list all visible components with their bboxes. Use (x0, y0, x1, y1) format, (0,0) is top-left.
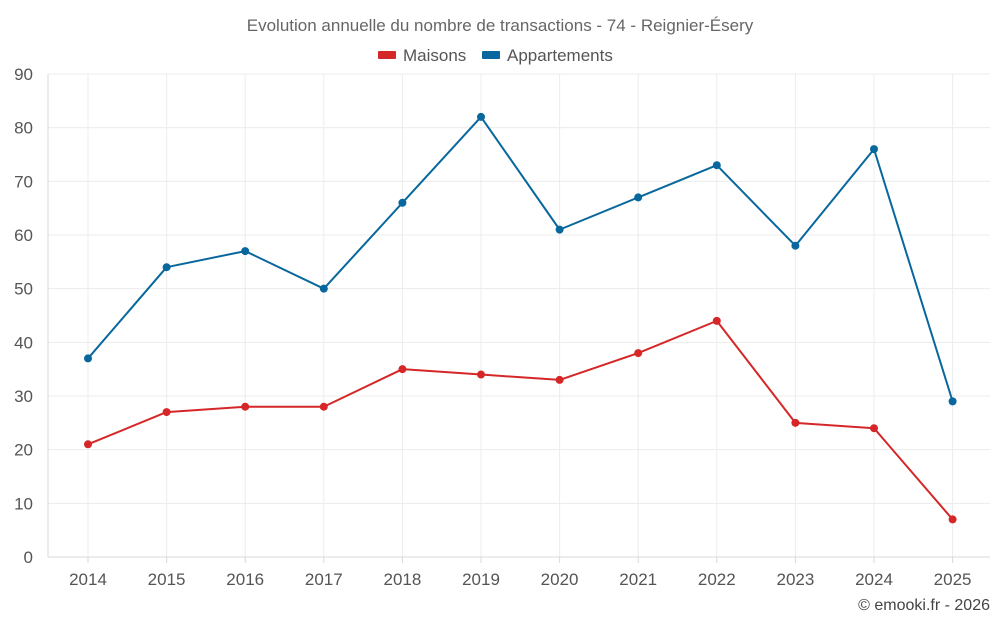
data-point-appartements (319, 284, 328, 293)
x-tick-label: 2014 (69, 570, 107, 589)
y-tick-label: 40 (14, 333, 33, 352)
series-line-appartements (87, 115, 954, 402)
data-point-maisons (712, 316, 721, 325)
axes (47, 74, 990, 563)
x-tick-label: 2017 (305, 570, 343, 589)
data-point-maisons (634, 349, 643, 358)
data-point-maisons (241, 402, 250, 411)
x-tick-label: 2019 (462, 570, 500, 589)
legend: Maisons Appartements (378, 46, 613, 65)
data-point-appartements (791, 241, 800, 250)
x-tick-label: 2015 (148, 570, 186, 589)
x-tick-label: 2025 (934, 570, 972, 589)
x-tick-label: 2021 (619, 570, 657, 589)
chart-title: Evolution annuelle du nombre de transact… (247, 16, 754, 35)
legend-swatch-maisons (378, 51, 396, 59)
data-point-maisons (84, 440, 92, 449)
legend-swatch-appartements (482, 51, 500, 59)
data-point-maisons (791, 418, 800, 427)
y-axis-ticks: 0 10 20 30 40 50 60 70 80 90 (14, 65, 33, 567)
data-point-maisons (398, 365, 407, 374)
data-point-appartements (477, 112, 485, 121)
x-tick-label: 2022 (698, 570, 736, 589)
data-point-maisons (870, 424, 878, 433)
data-point-maisons (162, 408, 171, 417)
x-tick-label: 2020 (541, 570, 579, 589)
data-point-appartements (948, 397, 957, 406)
y-tick-label: 70 (14, 172, 33, 191)
data-point-appartements (555, 225, 564, 234)
data-point-maisons (319, 402, 328, 411)
data-point-maisons (948, 515, 957, 524)
data-point-appartements (398, 198, 407, 207)
data-point-appartements (241, 247, 250, 256)
series-line-maisons (87, 319, 954, 521)
x-axis-ticks: 2014 2015 2016 2017 2018 2019 2020 2021 2022 2023… (69, 570, 971, 589)
x-tick-label: 2024 (855, 570, 893, 589)
data-point-appartements (712, 161, 721, 170)
y-tick-label: 20 (14, 441, 33, 460)
data-point-appartements (84, 354, 92, 363)
legend-label-appartements: Appartements (507, 46, 613, 65)
credit-text: © emooki.fr - 2026 (858, 597, 990, 614)
y-tick-label: 80 (14, 119, 33, 138)
data-point-appartements (870, 145, 878, 154)
y-tick-label: 0 (24, 548, 33, 567)
data-point-appartements (634, 193, 643, 202)
y-tick-label: 50 (14, 280, 33, 299)
data-point-maisons (477, 370, 485, 379)
y-tick-label: 90 (14, 65, 33, 84)
gridlines (48, 73, 990, 557)
x-tick-label: 2018 (383, 570, 421, 589)
series (84, 112, 957, 524)
data-point-appartements (162, 263, 171, 272)
legend-label-maisons: Maisons (403, 46, 466, 65)
x-tick-label: 2023 (776, 570, 814, 589)
y-tick-label: 10 (14, 494, 33, 513)
data-point-maisons (555, 375, 564, 384)
y-tick-label: 30 (14, 387, 33, 406)
x-tick-label: 2016 (226, 570, 264, 589)
y-tick-label: 60 (14, 226, 33, 245)
